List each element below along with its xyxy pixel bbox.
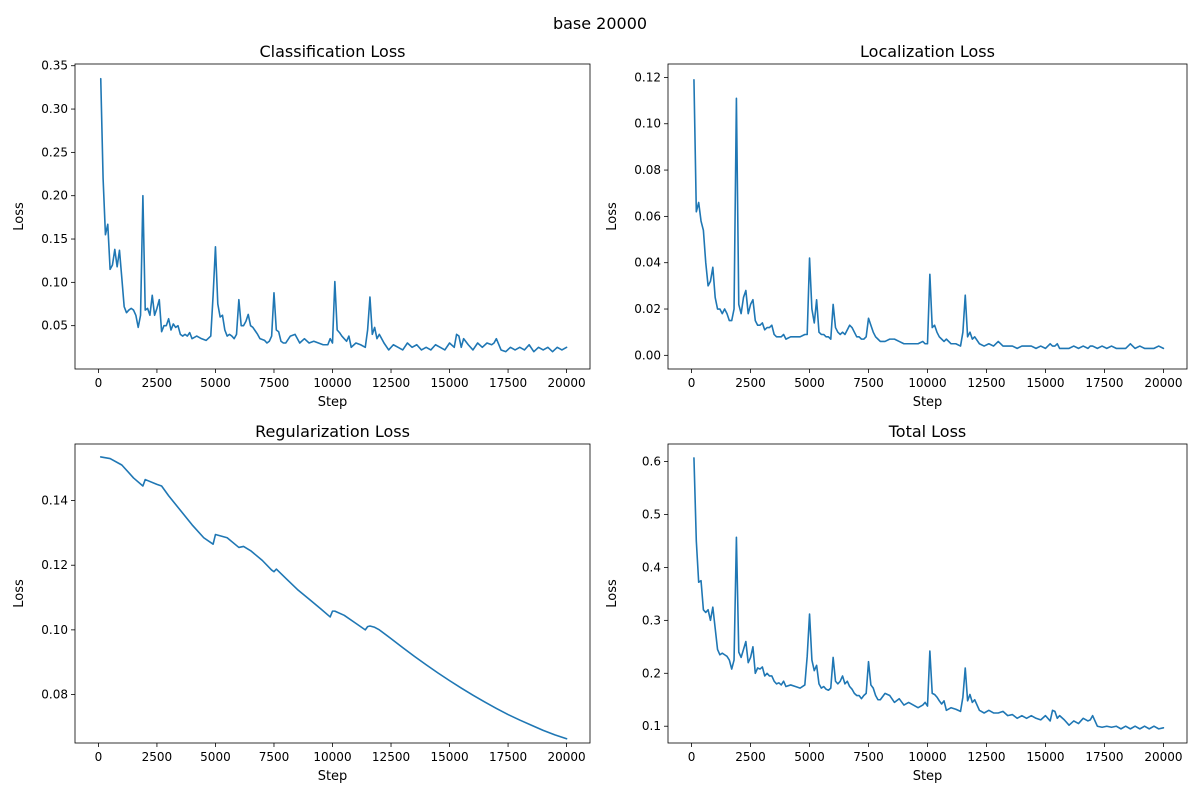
y-tick-label: 0.15	[41, 232, 68, 246]
x-tick-label: 0	[95, 376, 103, 390]
y-tick-label: 0.20	[41, 189, 68, 203]
x-tick-label: 12500	[967, 376, 1005, 390]
x-axis-label: Step	[913, 769, 943, 784]
x-axis-label: Step	[318, 395, 348, 410]
x-tick-label: 15000	[1026, 750, 1064, 764]
x-tick-label: 2500	[735, 376, 766, 390]
x-tick-label: 15000	[430, 750, 468, 764]
x-tick-label: 17500	[1085, 750, 1123, 764]
x-tick-label: 2500	[142, 750, 173, 764]
panels: 0 2500 5000 7500 10000 12500 15000 17500 20000 0.…	[12, 42, 1188, 784]
x-tick-label: 7500	[853, 750, 884, 764]
y-tick-label: 0.1	[642, 719, 661, 733]
x-tick-label: 12500	[967, 750, 1005, 764]
y-tick-label: 0.06	[634, 209, 661, 223]
series-line-classification	[99, 77, 568, 353]
x-tick-label: 10000	[313, 750, 351, 764]
x-tick-label: 10000	[313, 376, 351, 390]
x-tick-label: 5000	[200, 750, 231, 764]
y-tick-label: 0.3	[642, 613, 661, 627]
x-tick-label: 15000	[1026, 376, 1064, 390]
x-axis-label: Step	[913, 395, 943, 410]
y-axis-label: Loss	[12, 579, 27, 608]
y-tick-label: 0.4	[642, 560, 661, 574]
x-tick-label: 12500	[372, 376, 410, 390]
x-tick-label: 17500	[489, 750, 527, 764]
x-tick-label: 0	[688, 750, 696, 764]
y-tick-label: 0.08	[634, 163, 661, 177]
series-line-localization	[693, 78, 1165, 350]
y-axis-label: Loss	[605, 579, 620, 608]
x-tick-label: 5000	[794, 750, 825, 764]
y-tick-label: 0.05	[41, 319, 68, 333]
y-tick-label: 0.00	[634, 348, 661, 362]
x-tick-label: 10000	[908, 376, 946, 390]
y-tick-label: 0.08	[41, 688, 68, 702]
series-line-regularization	[99, 456, 568, 740]
x-tick-label: 0	[688, 376, 696, 390]
figure-suptitle: base 20000	[553, 14, 647, 33]
y-tick-label: 0.2	[642, 666, 661, 680]
chart-title: Regularization Loss	[255, 422, 410, 441]
chart-panel-localization: 0 2500 5000 7500 10000 12500 15000 17500 20000 0.…	[605, 42, 1188, 410]
x-tick-label: 2500	[142, 376, 173, 390]
x-tick-label: 2500	[735, 750, 766, 764]
x-tick-label: 7500	[259, 750, 290, 764]
x-tick-label: 7500	[853, 376, 884, 390]
y-tick-label: 0.12	[41, 558, 68, 572]
x-tick-label: 17500	[489, 376, 527, 390]
y-axis-label: Loss	[605, 202, 620, 231]
x-tick-label: 10000	[908, 750, 946, 764]
y-tick-label: 0.6	[642, 455, 661, 469]
y-tick-label: 0.25	[41, 145, 68, 159]
x-tick-label: 5000	[794, 376, 825, 390]
y-tick-label: 0.5	[642, 508, 661, 522]
chart-panel-classification: 0 2500 5000 7500 10000 12500 15000 17500 20000 0.…	[12, 42, 591, 410]
x-tick-label: 12500	[372, 750, 410, 764]
x-tick-label: 20000	[547, 750, 585, 764]
y-tick-label: 0.10	[634, 117, 661, 131]
y-tick-label: 0.12	[634, 70, 661, 84]
y-tick-label: 0.10	[41, 275, 68, 289]
x-tick-label: 20000	[547, 376, 585, 390]
y-tick-label: 0.02	[634, 302, 661, 316]
y-axis-label: Loss	[12, 202, 27, 231]
x-tick-label: 15000	[430, 376, 468, 390]
x-tick-label: 20000	[1144, 750, 1182, 764]
chart-panel-total: 0 2500 5000 7500 10000 12500 15000 17500 20000 0.…	[605, 422, 1188, 784]
x-tick-label: 20000	[1144, 376, 1182, 390]
x-tick-label: 7500	[259, 376, 290, 390]
x-tick-label: 0	[95, 750, 103, 764]
y-tick-label: 0.30	[41, 102, 68, 116]
y-tick-label: 0.10	[41, 623, 68, 637]
x-axis-label: Step	[318, 769, 348, 784]
y-tick-label: 0.35	[41, 59, 68, 73]
series-line-total	[693, 457, 1165, 730]
x-tick-label: 17500	[1085, 376, 1123, 390]
chart-title: Classification Loss	[259, 42, 405, 61]
x-tick-label: 5000	[200, 376, 231, 390]
chart-title: Localization Loss	[860, 42, 995, 61]
y-tick-label: 0.14	[41, 494, 68, 508]
chart-panel-regularization: 0 2500 5000 7500 10000 12500 15000 17500 20000 0.…	[12, 422, 591, 784]
y-tick-label: 0.04	[634, 256, 661, 270]
chart-title: Total Loss	[888, 422, 967, 441]
